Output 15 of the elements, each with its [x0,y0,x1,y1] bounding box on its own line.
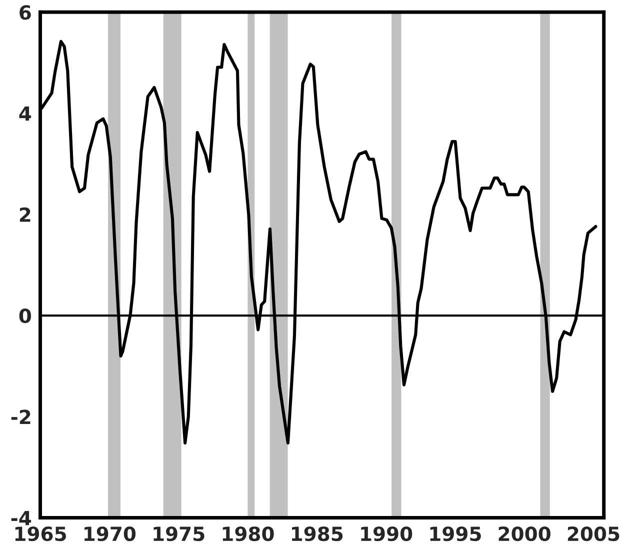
x-tick-label: 1970 [84,526,136,542]
x-tick-label: 1985 [292,526,343,542]
x-tick-label: 1990 [361,526,412,542]
x-tick-label: 2005 [568,526,620,542]
y-tick-label: 0 [19,308,31,324]
x-tick-label: 1980 [222,526,274,542]
y-tick-label: 4 [19,106,32,121]
x-tick-label: 1975 [154,526,204,542]
x-tick-label: 1965 [15,526,66,542]
x-tick-label: 1995 [430,526,481,542]
y-tick-label: 6 [20,5,31,20]
x-tick-label: 2000 [498,526,550,542]
y-tick-label: -4 [11,510,32,526]
y-tick-label: 2 [20,207,30,222]
y-tick-label: -2 [11,410,30,424]
